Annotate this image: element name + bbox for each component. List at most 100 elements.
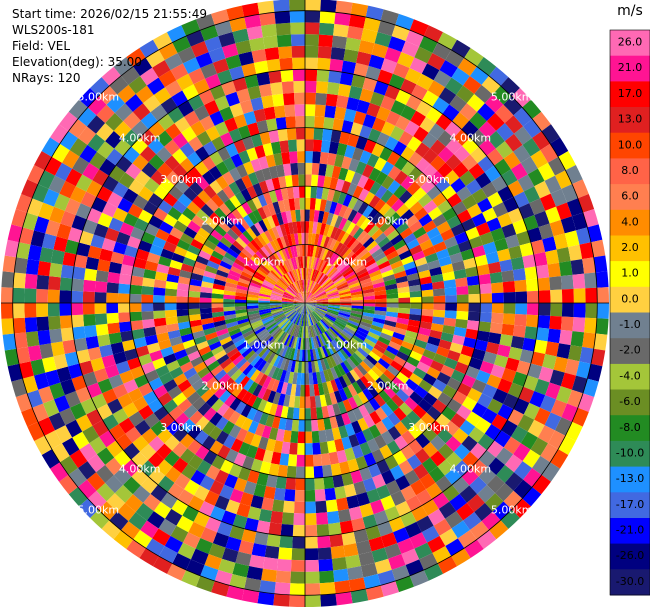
velocity-cell — [74, 337, 88, 352]
velocity-cell — [545, 341, 560, 357]
velocity-cell — [532, 474, 551, 495]
velocity-cell — [345, 37, 361, 52]
velocity-cell — [519, 349, 534, 364]
velocity-cell — [305, 209, 310, 222]
velocity-cell — [421, 296, 434, 303]
velocity-cell — [293, 303, 305, 305]
velocity-cell — [329, 415, 339, 429]
velocity-cell — [229, 351, 242, 362]
velocity-cell — [469, 521, 489, 540]
velocity-cell — [228, 410, 241, 425]
velocity-cell — [37, 260, 51, 277]
velocity-cell — [420, 282, 433, 291]
velocity-cell — [305, 292, 312, 303]
velocity-cell — [225, 499, 240, 515]
velocity-cell — [556, 247, 571, 263]
velocity-cell — [305, 466, 315, 479]
velocity-cell — [311, 284, 320, 294]
velocity-cell — [49, 382, 65, 400]
velocity-cell — [211, 311, 225, 318]
velocity-cell — [79, 498, 99, 518]
velocity-cell — [351, 307, 364, 313]
colorbar-segment — [610, 261, 650, 288]
velocity-cell — [204, 100, 220, 116]
velocity-cell — [83, 314, 96, 327]
velocity-cell — [283, 430, 292, 443]
velocity-cell — [263, 191, 273, 205]
velocity-cell — [409, 391, 424, 405]
velocity-cell — [534, 378, 550, 396]
velocity-cell — [315, 307, 327, 314]
velocity-cell — [71, 290, 84, 303]
velocity-cell — [437, 32, 457, 50]
velocity-cell — [328, 522, 342, 536]
velocity-cell — [513, 461, 533, 480]
velocity-cell — [330, 463, 342, 477]
velocity-cell — [422, 163, 438, 179]
velocity-cell — [212, 532, 230, 548]
velocity-cell — [13, 317, 26, 334]
velocity-cell — [43, 399, 60, 418]
velocity-cell — [296, 313, 302, 326]
velocity-cell — [293, 303, 305, 307]
velocity-cell — [246, 25, 263, 40]
velocity-cell — [160, 346, 175, 358]
velocity-cell — [549, 315, 562, 330]
velocity-cell — [255, 328, 268, 338]
velocity-cell — [442, 207, 457, 222]
velocity-cell — [214, 495, 230, 511]
velocity-cell — [59, 455, 78, 475]
velocity-cell — [314, 289, 325, 297]
velocity-cell — [351, 74, 366, 89]
velocity-cell — [319, 570, 335, 584]
velocity-cell — [359, 360, 372, 373]
velocity-cell — [395, 500, 412, 517]
velocity-cell — [217, 332, 231, 342]
velocity-cell — [491, 292, 504, 303]
velocity-cell — [291, 419, 299, 432]
velocity-cell — [377, 569, 396, 586]
velocity-cell — [44, 430, 62, 450]
velocity-cell — [277, 279, 288, 289]
velocity-cell — [322, 279, 333, 289]
velocity-cell — [440, 263, 454, 274]
velocity-cell — [197, 402, 212, 416]
velocity-cell — [336, 363, 346, 376]
velocity-cell — [298, 349, 303, 362]
velocity-cell — [97, 378, 113, 394]
range-ring-label: 3.00km — [408, 421, 450, 434]
velocity-cell — [287, 271, 295, 283]
colorbar-tick-label: 21.0 — [618, 61, 643, 74]
velocity-cell — [295, 303, 305, 310]
velocity-cell — [481, 182, 498, 198]
velocity-cell — [305, 292, 311, 303]
velocity-cell — [229, 195, 242, 209]
velocity-cell — [449, 493, 467, 512]
velocity-cell — [571, 375, 588, 394]
velocity-cell — [495, 104, 514, 124]
velocity-cell — [347, 319, 360, 327]
velocity-cell — [223, 306, 236, 312]
velocity-cell — [290, 383, 297, 397]
velocity-cell — [47, 289, 60, 303]
velocity-cell — [195, 146, 210, 162]
velocity-cell — [352, 198, 364, 212]
velocity-cell — [275, 343, 284, 356]
velocity-cell — [388, 255, 402, 265]
velocity-cell — [468, 293, 481, 303]
velocity-cell — [305, 298, 316, 303]
velocity-cell — [359, 321, 372, 329]
velocity-cell — [323, 223, 331, 237]
velocity-cell — [325, 330, 335, 341]
velocity-cell — [294, 325, 299, 337]
velocity-cell — [164, 309, 178, 318]
velocity-cell — [139, 443, 157, 461]
colorbar-tick-label: -26.0 — [616, 549, 644, 562]
velocity-cell — [585, 287, 598, 303]
velocity-cell — [223, 310, 236, 316]
velocity-cell — [345, 221, 356, 235]
velocity-cell — [516, 360, 531, 376]
velocity-cell — [380, 495, 396, 511]
velocity-cell — [317, 57, 331, 71]
velocity-cell — [108, 217, 124, 232]
